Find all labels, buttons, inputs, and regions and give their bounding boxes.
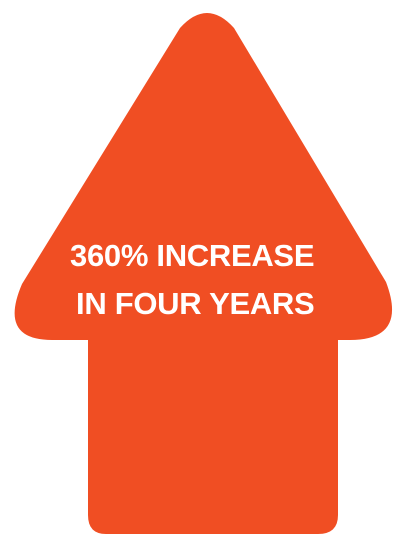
- headline-line-1: 360% INCREASE: [70, 238, 315, 273]
- headline-line-2: IN FOUR YEARS: [76, 286, 315, 321]
- arrow-body: [14, 13, 393, 534]
